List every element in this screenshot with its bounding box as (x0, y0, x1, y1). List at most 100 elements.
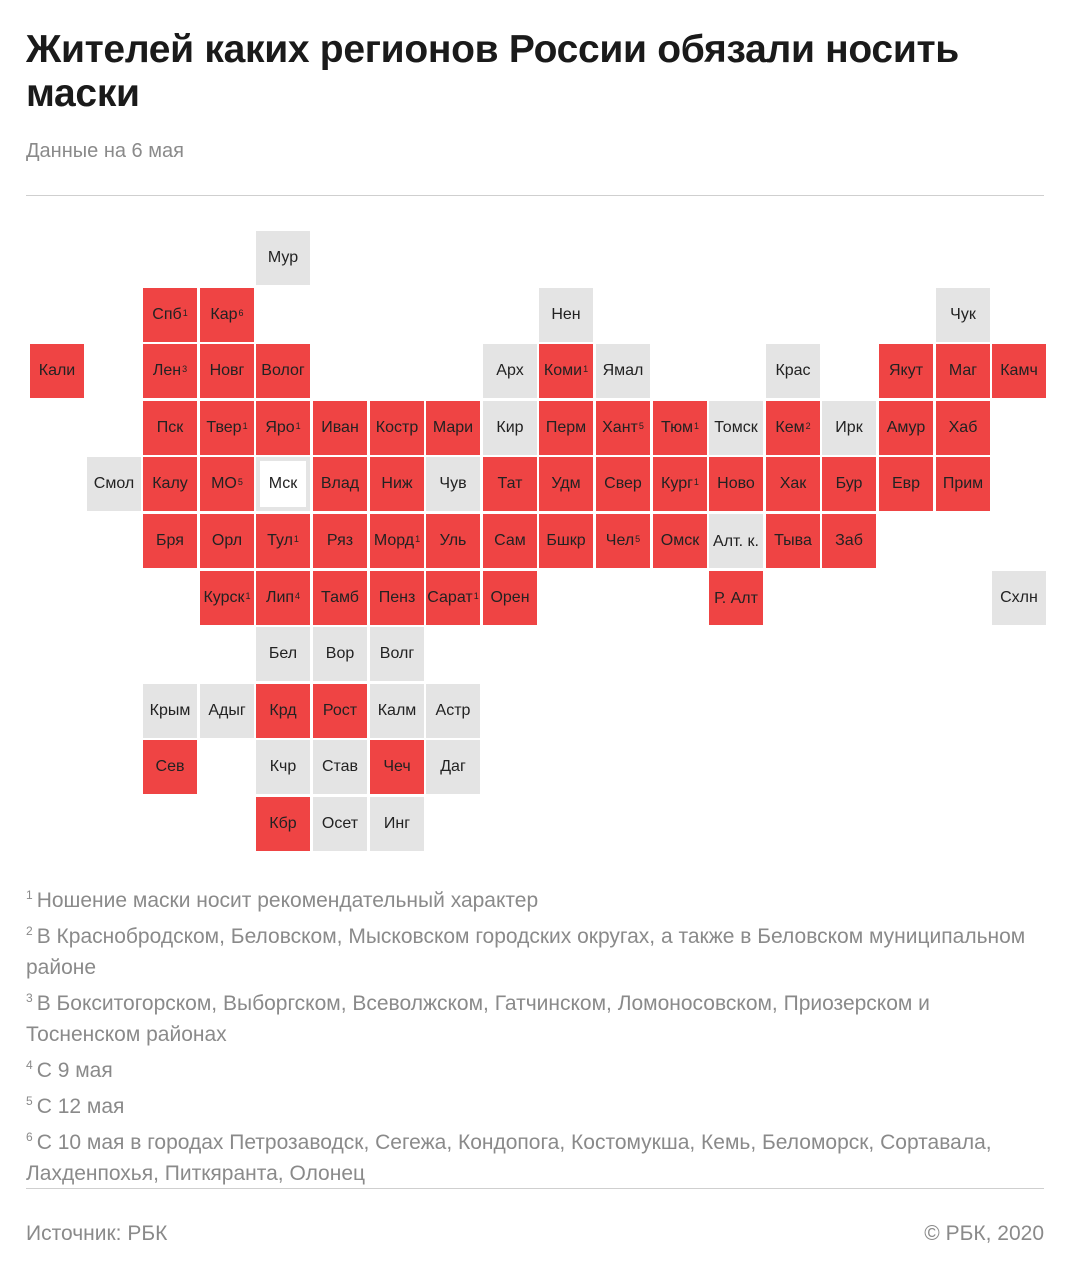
region-label: Тамб (321, 589, 359, 606)
region-label: Рост (322, 702, 358, 719)
region-tile: Пенз (370, 571, 424, 625)
copyright-label: © РБК, 2020 (924, 1222, 1044, 1245)
region-tile: Омск (653, 514, 707, 568)
region-label: Алт. к. (713, 532, 759, 550)
region-tile: Хант 5 (596, 401, 650, 455)
region-tile: Маг (936, 344, 990, 398)
region-label: Твер (206, 419, 242, 436)
region-label: Орен (490, 589, 530, 606)
region-tile: Ниж (370, 457, 424, 511)
region-label: Бшкр (546, 532, 586, 549)
region-label: Тыва (774, 532, 812, 549)
region-label: Кир (496, 419, 524, 436)
region-tile: Крд (256, 684, 310, 738)
footnote-mark: 2 (26, 924, 33, 938)
region-label: Кчр (269, 758, 297, 775)
region-label: МО (211, 475, 237, 492)
region-label: Омск (660, 532, 700, 549)
region-label: Калу (152, 475, 188, 492)
region-label: Камч (1000, 362, 1038, 379)
footnote-text: С 12 мая (36, 1095, 125, 1118)
region-tile: Осет (313, 797, 367, 851)
divider-bottom (26, 1188, 1044, 1189)
footnote-text: В Краснобродском, Беловском, Мысковском … (26, 925, 1026, 979)
region-tile: Свер (596, 457, 650, 511)
region-tile: Вор (313, 627, 367, 681)
region-tile: Рост (313, 684, 367, 738)
region-tile: Твер 1 (200, 401, 254, 455)
region-label: Иван (321, 419, 359, 436)
region-tile: Тат (483, 457, 537, 511)
region-label: Кали (38, 362, 76, 379)
region-label: Сев (155, 758, 185, 775)
region-tile: Став (313, 740, 367, 794)
page-title: Жителей каких регионов России обязали но… (26, 28, 959, 115)
footnote-text: Ношение маски носит рекомендательный хар… (36, 889, 539, 912)
region-label: Прим (942, 475, 984, 492)
region-tile: Яро 1 (256, 401, 310, 455)
region-label: Ямал (602, 362, 644, 379)
region-label: Тул (267, 532, 293, 549)
region-label: Яро (265, 419, 295, 436)
region-label: Смол (93, 475, 135, 492)
region-tile: Ямал (596, 344, 650, 398)
region-label: Свер (604, 475, 642, 492)
region-tile: Волог (256, 344, 310, 398)
region-tile: Мск (256, 457, 310, 511)
region-tile: Калу (143, 457, 197, 511)
region-tile: Кир (483, 401, 537, 455)
region-tile: Даг (426, 740, 480, 794)
region-label: Тюм (661, 419, 693, 436)
region-tile: Схлн (992, 571, 1046, 625)
region-tile: Крас (766, 344, 820, 398)
region-tile: Нен (539, 288, 593, 342)
region-tile: Астр (426, 684, 480, 738)
region-label: Осет (321, 815, 359, 832)
region-label: Костр (375, 419, 419, 436)
region-tile: Бур (822, 457, 876, 511)
region-tile: Кар 6 (200, 288, 254, 342)
region-tile: Коми 1 (539, 344, 593, 398)
region-label: Сам (494, 532, 526, 549)
region-label: Крас (775, 362, 811, 379)
region-tile: Орен (483, 571, 537, 625)
region-label: Став (321, 758, 359, 775)
region-tile: Арх (483, 344, 537, 398)
region-tile: Кали (30, 344, 84, 398)
footnote-mark: 3 (26, 991, 33, 1005)
region-label: Мск (268, 475, 298, 492)
region-label: Новг (209, 362, 245, 379)
region-label: Инг (383, 815, 411, 832)
region-tile: Чел 5 (596, 514, 650, 568)
region-tile: Чув (426, 457, 480, 511)
footnotes: 1 Ношение маски носит рекомендательный ха… (26, 880, 1046, 1189)
region-label: Пенз (378, 589, 416, 606)
region-label: Арх (496, 362, 524, 379)
region-tile: Бря (143, 514, 197, 568)
region-label: Кбр (269, 815, 297, 832)
region-tile: Алт. к. (709, 514, 763, 568)
region-tile: Смол (87, 457, 141, 511)
region-label: Бря (156, 532, 184, 549)
region-label: Бур (835, 475, 863, 492)
region-tile: Лип 4 (256, 571, 310, 625)
region-tile: Костр (370, 401, 424, 455)
region-label: Морд (373, 532, 415, 549)
region-label: Сарат (427, 589, 473, 606)
region-label: Хак (779, 475, 807, 492)
region-tile: Сам (483, 514, 537, 568)
footnote-item: 1 Ношение маски носит рекомендательный ха… (26, 880, 1046, 916)
region-label: Пск (156, 419, 184, 436)
region-tile: Кбр (256, 797, 310, 851)
region-tile: Удм (539, 457, 593, 511)
region-label: Ново (717, 475, 755, 492)
region-tile: Заб (822, 514, 876, 568)
region-tile: Калм (370, 684, 424, 738)
region-tile: Ряз (313, 514, 367, 568)
footnote-mark: 6 (26, 1130, 33, 1144)
region-tile: Тюм 1 (653, 401, 707, 455)
footnote-mark: 1 (26, 888, 33, 902)
